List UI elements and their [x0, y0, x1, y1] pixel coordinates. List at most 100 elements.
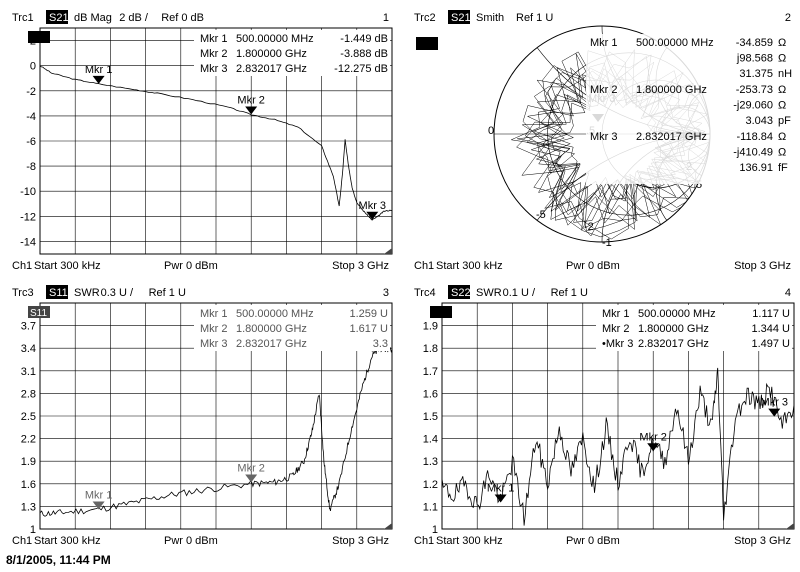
readout-value: 136.91: [739, 162, 773, 174]
readout-marker-name: Mkr 3: [590, 131, 618, 143]
readout-marker-name: •Mkr 3: [602, 338, 633, 350]
param-label: S21: [451, 12, 471, 24]
y-tick-label: -8: [26, 161, 36, 173]
scale-label: 0.3 U /: [101, 287, 134, 299]
y-tick-label: 2.2: [21, 434, 36, 446]
marker-triangle-1: [494, 494, 507, 503]
y-tick-label: -10: [20, 186, 36, 198]
readout-value: 3.043: [745, 115, 773, 127]
readout-marker-freq: 2.832017 GHz: [636, 131, 707, 143]
y-tick-label: -12: [20, 211, 36, 223]
y-tick-label: -2: [26, 86, 36, 98]
marker-label-1: Mkr 1: [487, 483, 515, 495]
param-badge-bg: [46, 285, 68, 299]
readout-unit: Ω: [778, 53, 786, 65]
readout-unit: pF: [778, 115, 791, 127]
marker-triangle-3: [366, 211, 379, 220]
readout-unit: fF: [778, 162, 788, 174]
readout-unit: Ω: [778, 37, 786, 49]
y-tick-label: 3.1: [21, 366, 36, 378]
marker-triangle-1: [92, 501, 105, 510]
readout-value: -j29.060: [733, 100, 773, 112]
scale-label: 2 dB /: [119, 12, 149, 24]
y-tick-label: -6: [26, 136, 36, 148]
y-tick-label: 2.8: [21, 388, 36, 400]
active-trace-indicator: [28, 31, 50, 43]
trace3-panel: Trc3 S11 SWR 0.3 U / Ref 1 U 3 3.7 3.4 3.1 2.8 2.5…: [4, 281, 394, 551]
param-label: S22: [451, 287, 471, 299]
param-badge-bg: [46, 10, 68, 24]
marker-label-3: Mkr 3: [761, 397, 789, 409]
y-tick-label: 1.2: [423, 479, 438, 491]
readout-marker-name: Mkr 1: [602, 308, 630, 320]
readout-marker-freq: 2.832017 GHz: [638, 338, 709, 350]
marker-readout-bg: [194, 30, 390, 76]
readout-marker-freq: 500.00000 MHz: [636, 37, 714, 49]
marker-triangle-2: [245, 106, 258, 115]
y-tick-label: 3.7: [21, 321, 36, 333]
readout-marker-freq: 1.800000 GHz: [236, 323, 307, 335]
readout-marker-value: 3.3: [373, 338, 388, 350]
smith-axis-label: 0: [488, 125, 494, 137]
marker-label-2: Mkr 2: [237, 94, 265, 106]
format-label: SWR: [74, 287, 100, 299]
readout-marker-name: Mkr 1: [590, 37, 618, 49]
date-stamp: 8/1/2005, 11:44 PM: [6, 553, 111, 567]
trace4-panel: Trc4 S22 SWR 0.1 U / Ref 1 U 4 1.9 1.8 1.7 1.6 1.5…: [406, 281, 796, 551]
footer-power: Pwr 0 dBm: [566, 260, 620, 272]
y-tick-label: 1: [432, 524, 438, 536]
ref-label: Ref 1 U: [149, 287, 186, 299]
readout-marker-name: Mkr 2: [602, 323, 630, 335]
trace-line: [441, 367, 795, 526]
y-tick-label: 1.7: [423, 366, 438, 378]
readout-marker-value: 1.259 U: [349, 308, 388, 320]
readout-marker-name: Mkr 1: [200, 33, 228, 45]
marker-label-1: Mkr 1: [85, 489, 113, 501]
footer-start: Start 300 kHz: [34, 535, 101, 547]
readout-unit: Ω: [778, 147, 786, 159]
readout-value: -34.859: [736, 37, 773, 49]
footer-stop: Stop 3 GHz: [734, 535, 791, 547]
readout-marker-freq: 2.832017 GHz: [236, 63, 307, 75]
marker-triangle-3: [768, 408, 781, 417]
readout-unit: nH: [778, 68, 792, 80]
footer-power: Pwr 0 dBm: [566, 535, 620, 547]
trace-line: [39, 344, 393, 517]
footer-channel: Ch1: [12, 260, 32, 272]
readout-unit: Ω: [778, 131, 786, 143]
readout-marker-value: 1.497 U: [751, 338, 790, 350]
readout-marker-freq: 2.832017 GHz: [236, 338, 307, 350]
readout-marker-value: 1.617 U: [349, 323, 388, 335]
footer-stop: Stop 3 GHz: [332, 260, 389, 272]
marker-triangle-2: [647, 443, 660, 452]
marker-label-3: Mkr 3: [359, 200, 387, 212]
readout-value: j98.568: [736, 53, 773, 65]
trace-label: Trc3: [12, 287, 34, 299]
smith-axis-label: -1: [602, 237, 612, 249]
format-label: Smith: [476, 12, 504, 24]
readout-marker-name: Mkr 1: [200, 308, 228, 320]
footer-start: Start 300 kHz: [436, 535, 503, 547]
footer-start: Start 300 kHz: [436, 260, 503, 272]
channel-number: 4: [785, 287, 791, 299]
active-trace-indicator: [416, 37, 438, 50]
channel-number: 1: [383, 12, 389, 24]
readout-marker-freq: 500.00000 MHz: [236, 308, 314, 320]
y-tick-label: 0: [30, 61, 36, 73]
readout-marker-freq: 1.800000 GHz: [636, 84, 707, 96]
readout-marker-freq: 1.800000 GHz: [638, 323, 709, 335]
marker-label-2: Mkr 2: [639, 431, 667, 443]
y-tick-label: 1.9: [21, 456, 36, 468]
footer-channel: Ch1: [414, 535, 434, 547]
readout-marker-value: -1.449 dB: [340, 33, 388, 45]
marker-triangle-2: [245, 474, 258, 483]
param-label: S21: [49, 12, 69, 24]
marker-readout-bg: [194, 305, 390, 351]
readout-marker-freq: 1.800000 GHz: [236, 48, 307, 60]
footer-start: Start 300 kHz: [34, 260, 101, 272]
marker-readout-bg: [596, 305, 792, 351]
corner-indicator: [384, 523, 392, 529]
